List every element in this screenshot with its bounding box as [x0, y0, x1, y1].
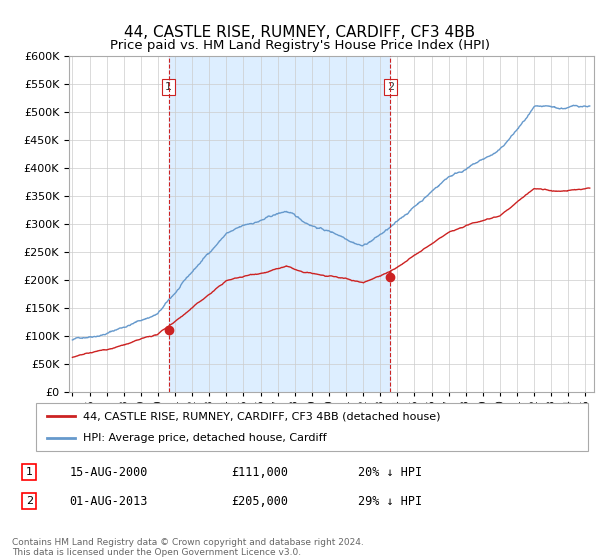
Text: 44, CASTLE RISE, RUMNEY, CARDIFF, CF3 4BB: 44, CASTLE RISE, RUMNEY, CARDIFF, CF3 4B… — [124, 25, 476, 40]
Text: 2: 2 — [26, 496, 33, 506]
Text: 1: 1 — [165, 82, 172, 92]
Text: HPI: Average price, detached house, Cardiff: HPI: Average price, detached house, Card… — [83, 433, 326, 443]
Bar — [169, 56, 390, 392]
Text: 1: 1 — [26, 467, 33, 477]
Text: £205,000: £205,000 — [231, 494, 288, 507]
Text: 20% ↓ HPI: 20% ↓ HPI — [358, 465, 422, 479]
Text: 29% ↓ HPI: 29% ↓ HPI — [358, 494, 422, 507]
Text: 2: 2 — [386, 82, 394, 92]
Text: 01-AUG-2013: 01-AUG-2013 — [70, 494, 148, 507]
Text: 15-AUG-2000: 15-AUG-2000 — [70, 465, 148, 479]
Text: Price paid vs. HM Land Registry's House Price Index (HPI): Price paid vs. HM Land Registry's House … — [110, 39, 490, 52]
Text: Contains HM Land Registry data © Crown copyright and database right 2024.
This d: Contains HM Land Registry data © Crown c… — [12, 538, 364, 557]
Text: 44, CASTLE RISE, RUMNEY, CARDIFF, CF3 4BB (detached house): 44, CASTLE RISE, RUMNEY, CARDIFF, CF3 4B… — [83, 411, 440, 421]
FancyBboxPatch shape — [36, 403, 588, 451]
Text: £111,000: £111,000 — [231, 465, 288, 479]
